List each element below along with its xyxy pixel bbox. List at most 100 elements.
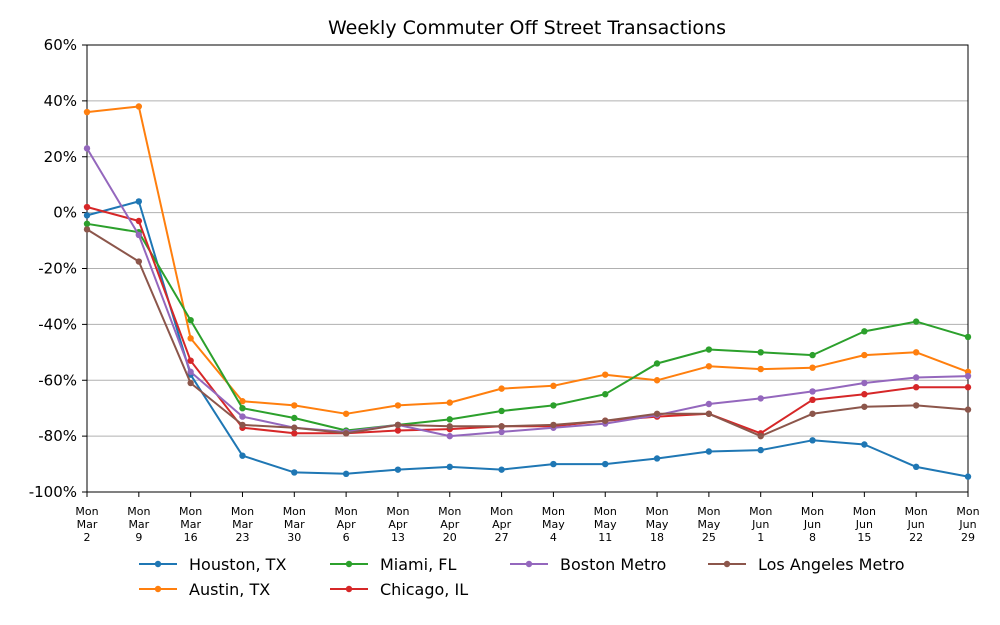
data-point (83, 145, 91, 152)
data-point (705, 410, 713, 417)
data-point (705, 346, 713, 353)
x-tick-label: Mon Jun 1 (749, 505, 772, 544)
data-point (291, 430, 298, 437)
data-point (187, 368, 194, 376)
x-tick-label: Mon May 4 (542, 505, 565, 544)
legend-label: Boston Metro (560, 555, 666, 574)
data-point (861, 351, 868, 359)
data-point (809, 437, 816, 444)
x-tick-label: Mon Mar 16 (179, 505, 202, 544)
data-point (861, 328, 868, 335)
data-point (964, 333, 972, 341)
data-point (705, 363, 713, 370)
data-point (291, 424, 298, 431)
x-tick-label: Mon Jun 22 (905, 505, 928, 544)
data-point (964, 473, 972, 480)
series-layer (83, 103, 972, 480)
data-point (83, 226, 91, 233)
legend-swatch-marker (525, 560, 533, 568)
x-tick-label: Mon Jun 15 (853, 505, 876, 544)
x-tick-label: Mon Mar 9 (127, 505, 150, 544)
y-tick-label: 40% (44, 92, 77, 110)
data-point (757, 395, 764, 402)
data-point (83, 220, 91, 227)
data-point (239, 413, 246, 420)
data-point (394, 402, 402, 409)
data-point (550, 382, 557, 390)
x-tick-label: Mon May 11 (594, 505, 617, 544)
data-point (498, 407, 505, 415)
data-point (809, 364, 816, 371)
data-point (653, 377, 661, 384)
data-point (239, 404, 246, 412)
legend-item: Chicago, IL (330, 580, 468, 599)
x-tick-label: Mon May 18 (645, 505, 668, 544)
series-los-angeles-metro (83, 226, 972, 440)
data-point (809, 351, 816, 359)
data-point (861, 403, 868, 410)
data-point (187, 335, 194, 342)
data-point (394, 421, 402, 429)
data-point (757, 365, 764, 373)
data-point (446, 399, 453, 406)
legend-swatch-marker (345, 585, 353, 593)
data-point (809, 410, 816, 417)
series-line (86, 206, 968, 435)
data-point (861, 441, 868, 448)
legend-swatch-marker (154, 585, 162, 593)
series-line (86, 222, 969, 432)
data-point (602, 371, 609, 378)
data-point (498, 423, 505, 430)
data-point (861, 379, 868, 387)
series-line (86, 200, 969, 478)
legend-swatch-marker (154, 560, 162, 568)
y-tick-label: 0% (53, 204, 77, 222)
data-point (342, 430, 350, 437)
data-point (809, 396, 816, 404)
data-point (912, 374, 920, 381)
legend-label: Los Angeles Metro (758, 555, 905, 574)
data-point (135, 198, 143, 205)
legend-swatch-marker (723, 560, 731, 568)
data-point (705, 400, 713, 408)
x-tick-label: Mon Apr 13 (386, 505, 409, 544)
data-point (912, 384, 920, 391)
data-point (653, 410, 661, 417)
data-point (861, 391, 868, 398)
data-point (446, 432, 453, 440)
data-point (912, 318, 920, 325)
data-point (239, 421, 246, 429)
data-point (239, 452, 246, 459)
data-point (394, 427, 402, 434)
y-axis-ticks: 60% 40% 20% 0% -20% -40% -60% -80% -100% (29, 36, 87, 501)
data-point (912, 463, 920, 471)
data-point (446, 416, 453, 423)
data-point (135, 258, 143, 265)
data-point (291, 402, 298, 409)
y-tick-label: 20% (44, 148, 77, 166)
legend-label: Chicago, IL (380, 580, 468, 599)
data-point (498, 466, 505, 473)
data-point (964, 372, 972, 380)
data-point (446, 423, 453, 430)
data-point (291, 414, 298, 422)
legend: Houston, TX Austin, TX Miami, FL Chicago, I… (139, 555, 905, 599)
data-point (342, 410, 350, 417)
data-point (912, 402, 920, 409)
data-point (964, 406, 972, 413)
data-point (83, 108, 91, 116)
data-point (550, 421, 557, 429)
y-tick-label: -80% (38, 427, 77, 445)
data-point (653, 455, 661, 462)
chart-title: Weekly Commuter Off Street Transactions (328, 17, 726, 39)
data-point (705, 448, 713, 455)
data-point (135, 231, 143, 239)
data-point (83, 203, 91, 211)
data-point (757, 432, 764, 440)
data-point (498, 428, 505, 436)
data-point (135, 217, 143, 225)
data-point (809, 388, 816, 395)
x-tick-label: Mon Apr 6 (335, 505, 358, 544)
